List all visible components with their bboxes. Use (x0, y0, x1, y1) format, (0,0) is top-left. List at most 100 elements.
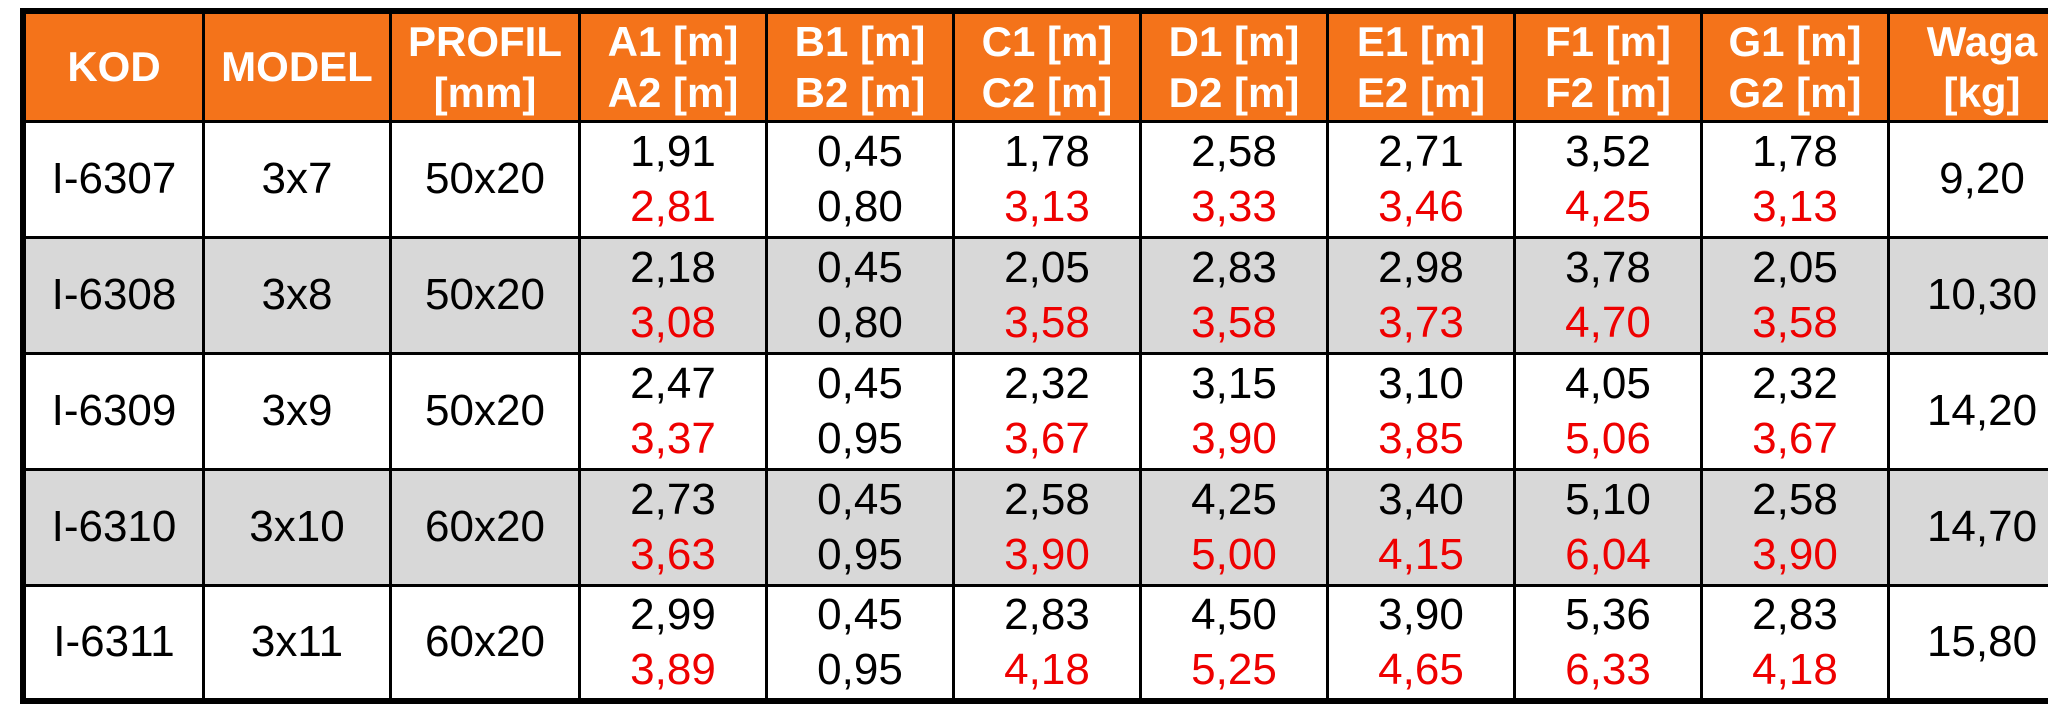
header-label-line2: [mm] (433, 68, 537, 116)
waga-value: 15,80 (1926, 617, 2038, 667)
table-row: I-6310 3x10 60x20 2,73 3,63 0,45 0,95 2,58 3,90 4… (21, 467, 2048, 587)
b2-value: 0,80 (817, 298, 903, 347)
e1-value: 2,98 (1378, 243, 1464, 292)
f1-value: 5,10 (1565, 475, 1651, 524)
a1-value: 2,99 (630, 590, 716, 640)
d2-value: 5,25 (1191, 645, 1277, 695)
header-label-line2: F2 [m] (1545, 68, 1671, 116)
e2-value: 3,85 (1378, 414, 1464, 463)
cell-kod: I-6310 (21, 467, 205, 587)
d2-value: 5,00 (1191, 530, 1277, 579)
cell-c: 2,58 3,90 (952, 467, 1142, 587)
header-label-line2: G2 [m] (1728, 68, 1862, 116)
cell-d: 2,58 3,33 (1139, 119, 1329, 239)
e1-value: 3,40 (1378, 475, 1464, 524)
header-label-line1: G1 [m] (1728, 17, 1862, 65)
kod-value: I-6307 (51, 154, 177, 203)
g1-value: 2,05 (1752, 243, 1838, 292)
a1-value: 2,47 (630, 359, 716, 408)
column-header-waga: Waga [kg] (1887, 9, 2048, 123)
cell-g: 2,32 3,67 (1700, 351, 1890, 471)
g2-value: 3,58 (1752, 298, 1838, 347)
a2-value: 3,08 (630, 298, 716, 347)
cell-waga: 9,20 (1887, 119, 2048, 239)
cell-kod: I-6308 (21, 235, 205, 355)
f2-value: 4,70 (1565, 298, 1651, 347)
cell-b: 0,45 0,80 (765, 235, 955, 355)
column-header-kod: KOD (21, 9, 205, 123)
a2-value: 3,37 (630, 414, 716, 463)
d2-value: 3,33 (1191, 182, 1277, 231)
b1-value: 0,45 (817, 590, 903, 640)
c1-value: 2,05 (1004, 243, 1090, 292)
cell-b: 0,45 0,95 (765, 583, 955, 703)
cell-profil: 50x20 (389, 235, 581, 355)
model-value: 3x11 (250, 617, 344, 667)
cell-model: 3x10 (202, 467, 392, 587)
f2-value: 6,04 (1565, 530, 1651, 579)
e2-value: 3,73 (1378, 298, 1464, 347)
column-header-c: C1 [m] C2 [m] (952, 9, 1142, 123)
cell-a: 2,18 3,08 (578, 235, 768, 355)
f2-value: 5,06 (1565, 414, 1651, 463)
profil-value: 50x20 (425, 270, 545, 319)
cell-profil: 60x20 (389, 583, 581, 703)
column-header-b: B1 [m] B2 [m] (765, 9, 955, 123)
table-header: KOD MODEL PROFIL [mm] A1 [m] A2 [m] B1 [m] B2 [… (21, 9, 2048, 123)
cell-a: 1,91 2,81 (578, 119, 768, 239)
column-header-e: E1 [m] E2 [m] (1326, 9, 1516, 123)
cell-d: 4,25 5,00 (1139, 467, 1329, 587)
b2-value: 0,95 (817, 645, 903, 695)
cell-d: 2,83 3,58 (1139, 235, 1329, 355)
column-header-model: MODEL (202, 9, 392, 123)
kod-value: I-6308 (51, 270, 177, 319)
waga-value: 14,70 (1926, 502, 2038, 551)
c2-value: 3,67 (1004, 414, 1090, 463)
e2-value: 3,46 (1378, 182, 1464, 231)
table-row: I-6307 3x7 50x20 1,91 2,81 0,45 0,80 1,78 3,13 2,… (21, 119, 2048, 239)
profil-value: 50x20 (425, 154, 545, 203)
d1-value: 4,50 (1191, 590, 1277, 640)
header-label-line1: A1 [m] (607, 17, 739, 65)
header-label-line1: MODEL (221, 43, 373, 91)
e1-value: 3,10 (1378, 359, 1464, 408)
column-header-a: A1 [m] A2 [m] (578, 9, 768, 123)
cell-model: 3x9 (202, 351, 392, 471)
b1-value: 0,45 (817, 359, 903, 408)
cell-waga: 15,80 (1887, 583, 2048, 703)
cell-model: 3x7 (202, 119, 392, 239)
g2-value: 3,13 (1752, 182, 1838, 231)
column-header-g: G1 [m] G2 [m] (1700, 9, 1890, 123)
cell-b: 0,45 0,80 (765, 119, 955, 239)
cell-b: 0,45 0,95 (765, 467, 955, 587)
cell-kod: I-6307 (21, 119, 205, 239)
cell-model: 3x8 (202, 235, 392, 355)
cell-e: 2,98 3,73 (1326, 235, 1516, 355)
header-label-line1: KOD (67, 43, 161, 91)
cell-d: 4,50 5,25 (1139, 583, 1329, 703)
ladder-spec-table: KOD MODEL PROFIL [mm] A1 [m] A2 [m] B1 [m] B2 [… (20, 8, 2048, 704)
f1-value: 3,52 (1565, 127, 1651, 176)
header-label-line1: F1 [m] (1545, 17, 1671, 65)
profil-value: 60x20 (425, 617, 545, 667)
header-label-line1: E1 [m] (1356, 17, 1486, 65)
b2-value: 0,95 (817, 530, 903, 579)
d1-value: 3,15 (1191, 359, 1277, 408)
cell-a: 2,73 3,63 (578, 467, 768, 587)
cell-d: 3,15 3,90 (1139, 351, 1329, 471)
cell-profil: 50x20 (389, 119, 581, 239)
cell-a: 2,99 3,89 (578, 583, 768, 703)
d1-value: 2,58 (1191, 127, 1277, 176)
e2-value: 4,15 (1378, 530, 1464, 579)
c2-value: 3,58 (1004, 298, 1090, 347)
header-label-line2: D2 [m] (1168, 68, 1300, 116)
c1-value: 1,78 (1004, 127, 1090, 176)
b2-value: 0,95 (817, 414, 903, 463)
cell-e: 2,71 3,46 (1326, 119, 1516, 239)
g1-value: 2,32 (1752, 359, 1838, 408)
waga-value: 10,30 (1926, 270, 2038, 319)
c1-value: 2,32 (1004, 359, 1090, 408)
column-header-d: D1 [m] D2 [m] (1139, 9, 1329, 123)
table-body: I-6307 3x7 50x20 1,91 2,81 0,45 0,80 1,78 3,13 2,… (21, 119, 2048, 703)
cell-c: 2,05 3,58 (952, 235, 1142, 355)
